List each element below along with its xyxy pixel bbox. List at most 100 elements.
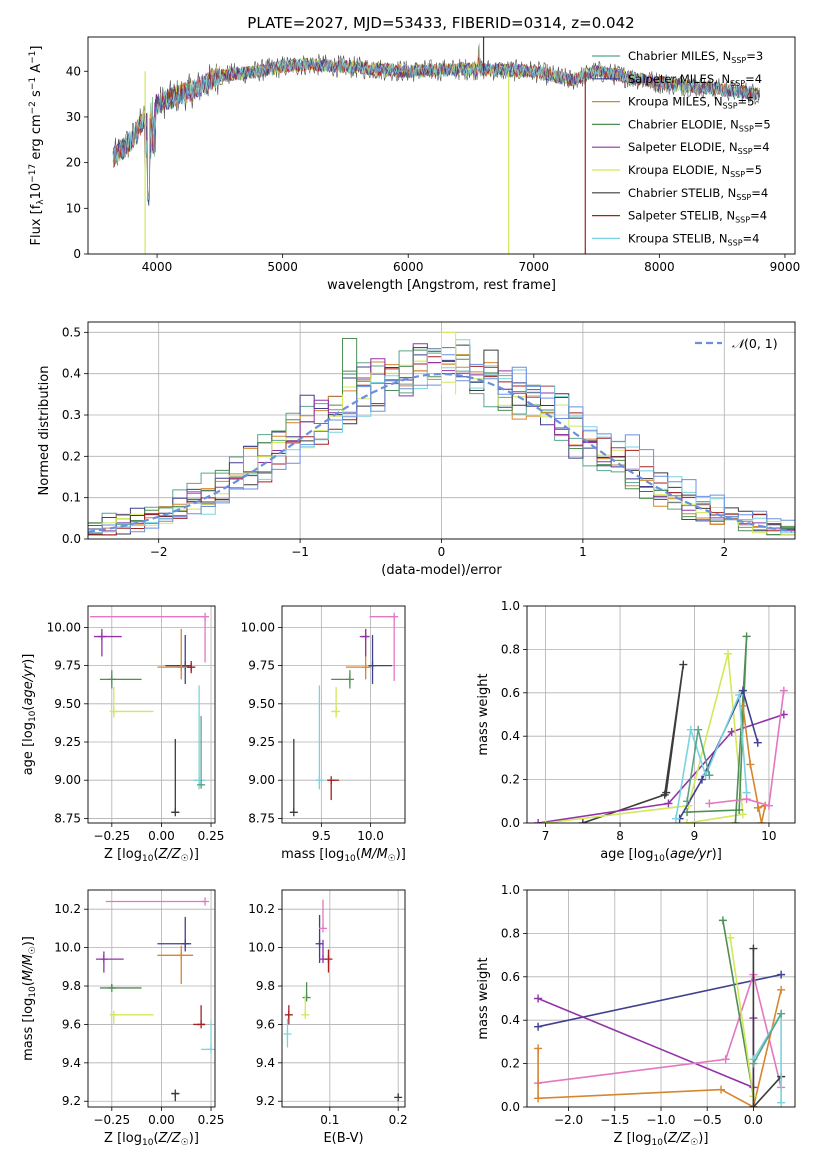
legend-entry-text: Salpeter STELIB, N (628, 209, 735, 223)
legend-entry-value: =5 (754, 117, 771, 131)
weight-point-marker (749, 1103, 758, 1107)
x-axis-label: wavelength [Angstrom, rest frame] (327, 278, 556, 293)
legend-entry-value: =5 (738, 95, 755, 109)
legend-entry-value: =4 (743, 231, 760, 245)
age-vs-mass-panel: 9.5 10.0 8.75 9.00 9.25 9.50 9.75 10.00 mass [lo… (241, 605, 406, 864)
x-axis-label: E(B-V) (323, 1131, 363, 1146)
x-tick-label: 9.5 (312, 829, 331, 843)
data-point-marker (319, 924, 327, 933)
y-tick-label: 8.75 (248, 811, 275, 825)
axes-frame (87, 605, 216, 824)
data-point-marker (195, 776, 204, 785)
data-point-marker (368, 661, 377, 670)
y-axis-label-part: −1 (28, 51, 38, 64)
weight-point-marker (735, 805, 744, 814)
legend-entry: Chabrier ELODIE, NSSP=5 (628, 117, 771, 133)
y-axis-label-part: −2 (28, 101, 38, 114)
y-tick-label: 1.0 (501, 883, 520, 897)
weight-point-marker (753, 738, 762, 747)
x-tick-label: −2 (150, 545, 168, 559)
weight-point-marker (697, 775, 706, 784)
legend-entry: 𝒩(0, 1) (732, 336, 778, 351)
x-tick-label: 7000 (519, 260, 550, 274)
legend-entry: Kroupa STELIB, NSSP=4 (628, 231, 759, 247)
legend-entry-subscript: SSP (739, 124, 754, 133)
weight-point-marker (664, 799, 673, 808)
x-axis-label-part: ☉ (181, 854, 189, 864)
y-tick-label: 0.3 (62, 408, 81, 422)
weight-point-marker (683, 808, 692, 817)
x-axis-label-part: Z/Z (158, 1131, 182, 1146)
legend-entry: Salpeter STELIB, NSSP=4 (628, 209, 767, 225)
y-axis-label-part: )] (21, 654, 36, 664)
y-tick-label: 10 (66, 201, 81, 215)
y-tick-label: 0.2 (501, 1057, 520, 1071)
legend-entry-value: =4 (745, 72, 762, 86)
x-tick-label: 0.25 (198, 829, 225, 843)
weight-series-line (709, 690, 785, 807)
x-axis-label: mass [log10(M/M☉)] (281, 847, 406, 864)
y-tick-label: 0.0 (62, 532, 81, 546)
plot-area (282, 890, 405, 1107)
x-axis-label-part: M/M (361, 847, 388, 862)
weight-series-line (687, 636, 748, 823)
axes-frame (87, 321, 796, 540)
legend-entry-text: Kroupa ELODIE, N (628, 163, 730, 177)
y-axis-label-part: ( (21, 706, 36, 711)
legend-entry-subscript: SSP (738, 147, 753, 156)
x-tick-label: 6000 (393, 260, 424, 274)
y-axis-label-part: age [log (21, 722, 36, 775)
weight-point-marker (727, 727, 736, 736)
x-tick-label: −1.5 (600, 1113, 629, 1127)
weight-point-marker (753, 803, 762, 812)
data-point-marker (97, 632, 106, 641)
x-axis-label-part: )] (189, 847, 199, 862)
residual-histogram-panel: −2 −1 0 1 2 0.0 0.1 0.2 0.3 0.4 0.5 (data-model)/er… (37, 321, 796, 578)
x-axis-label-part: ( (663, 1131, 668, 1146)
x-tick-label: 10 (761, 829, 776, 843)
y-tick-label: 10.0 (54, 941, 81, 955)
legend-entry-text: Chabrier STELIB, N (628, 186, 736, 200)
x-axis-label-part: 10 (651, 1138, 663, 1148)
x-axis-label-part: E(B-V) (323, 1131, 363, 1146)
x-tick-label: −1 (291, 545, 309, 559)
y-axis-label-part: ☉ (28, 946, 38, 954)
x-tick-label: 8000 (644, 260, 675, 274)
y-tick-label: 10.0 (248, 941, 275, 955)
data-point-marker (201, 612, 210, 621)
data-point-marker (361, 663, 370, 672)
y-tick-label: 9.4 (62, 1056, 81, 1070)
x-axis-label-part: ( (153, 847, 158, 862)
x-tick-label: −2.0 (554, 1113, 583, 1127)
weight-point-marker (578, 819, 587, 823)
x-tick-label: 0.00 (148, 1113, 175, 1127)
x-axis-label-part: )] (712, 847, 722, 862)
legend-entry: Kroupa ELODIE, NSSP=5 (628, 163, 762, 179)
x-tick-label: 4000 (142, 260, 173, 274)
legend-entry-value: =3 (746, 49, 763, 63)
weight-point-marker (541, 819, 550, 823)
plot-area (527, 890, 795, 1107)
weight-series-line (752, 1013, 782, 1064)
weight-point-marker (534, 1044, 543, 1053)
spectrum-series-line (112, 53, 760, 202)
y-axis-label-part: ( (21, 981, 36, 986)
y-axis-label: mass weight (476, 673, 491, 755)
legend-entry-value: =4 (750, 209, 767, 223)
weight-point-marker (683, 797, 692, 806)
x-axis-label-part: ☉ (690, 1138, 698, 1148)
data-point-marker (207, 1045, 215, 1054)
y-tick-label: 0.4 (501, 1013, 520, 1027)
residual-peak (441, 331, 457, 395)
x-axis-label-part: ( (665, 847, 670, 862)
weight-point-marker (671, 814, 680, 823)
weight-series-line (538, 713, 785, 823)
y-axis-label-part: ] (29, 46, 44, 51)
y-axis-label-part: Normed distribution (37, 366, 52, 496)
y-tick-label: 9.2 (256, 1094, 275, 1108)
x-axis-label-part: ☉ (181, 1138, 189, 1148)
data-point-marker (324, 955, 333, 964)
y-tick-label: 9.6 (256, 1017, 275, 1031)
x-axis-label-part: 10 (142, 1138, 154, 1148)
